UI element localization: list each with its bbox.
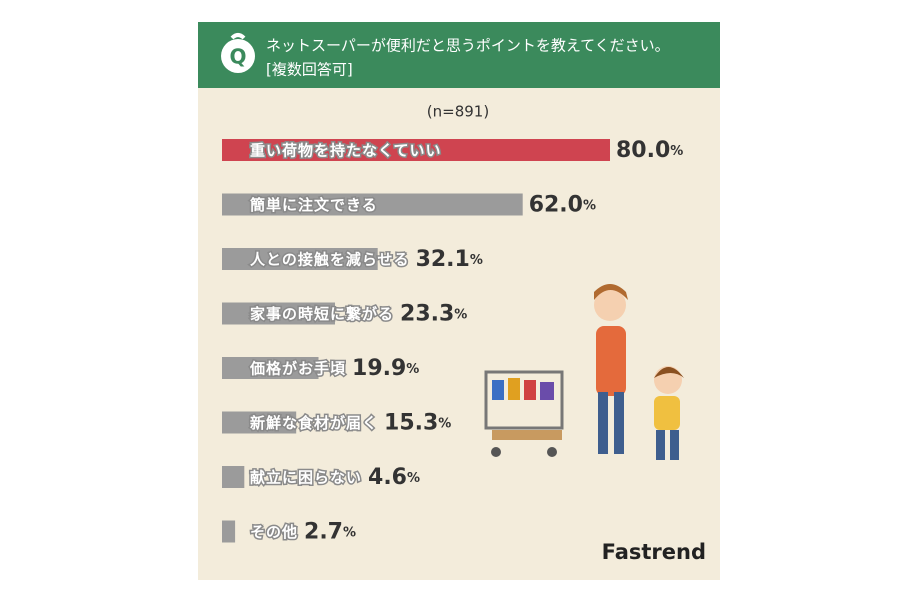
value-label: 15.3% xyxy=(384,411,451,436)
bar xyxy=(222,466,245,488)
value-label: 2.7% xyxy=(304,520,356,545)
illustration xyxy=(484,284,684,460)
cart-item xyxy=(492,380,504,400)
person-body xyxy=(596,326,626,396)
source-logo: Fastrend xyxy=(602,540,706,564)
value-label: 19.9% xyxy=(352,356,419,381)
q-icon-label: Q xyxy=(229,45,246,69)
category-label: 新鮮な食材が届く xyxy=(250,414,378,432)
person-hair xyxy=(594,284,628,300)
category-label: 価格がお手頃 xyxy=(249,360,346,378)
q-icon-leaf xyxy=(230,33,246,40)
bar xyxy=(222,520,236,543)
chart-subtitle: [複数回答可] xyxy=(266,61,353,79)
child-leg xyxy=(656,430,665,460)
category-label: 家事の時短に繋がる xyxy=(250,305,394,323)
person-leg xyxy=(598,392,608,454)
bar xyxy=(222,302,336,325)
panel xyxy=(198,22,720,580)
child-hair xyxy=(654,367,684,378)
cart-wheel xyxy=(491,447,501,457)
bar xyxy=(222,248,378,270)
bar xyxy=(222,193,523,216)
value-label: 32.1% xyxy=(416,247,483,272)
value-label: 80.0% xyxy=(616,138,683,163)
child-body xyxy=(654,396,680,430)
bar xyxy=(222,139,610,161)
bar xyxy=(222,411,297,434)
header xyxy=(198,22,720,88)
chart-title: ネットスーパーが便利だと思うポイントを教えてください。 xyxy=(266,37,670,55)
category-label: その他 xyxy=(250,523,298,541)
value-label: 4.6% xyxy=(368,465,420,490)
value-label: 23.3% xyxy=(400,302,467,327)
cart-item xyxy=(540,382,554,400)
child-leg xyxy=(670,430,679,460)
category-label: 簡単に注文できる xyxy=(250,196,378,214)
cart-item xyxy=(492,430,562,440)
cart-item xyxy=(524,380,536,400)
category-label: 重い荷物を持たなくていい xyxy=(250,142,442,160)
value-label: 62.0% xyxy=(529,193,596,218)
cart-basket xyxy=(484,370,564,430)
person-leg xyxy=(614,392,624,454)
q-icon xyxy=(221,39,255,73)
sample-note: (n=891) xyxy=(427,103,489,121)
person-head xyxy=(594,289,626,321)
bar xyxy=(222,357,319,379)
cart-wheel xyxy=(547,447,557,457)
category-label: 献立に困らない xyxy=(250,469,362,487)
cart-item xyxy=(508,378,520,400)
category-label: 人との接触を減らせる xyxy=(250,251,410,269)
